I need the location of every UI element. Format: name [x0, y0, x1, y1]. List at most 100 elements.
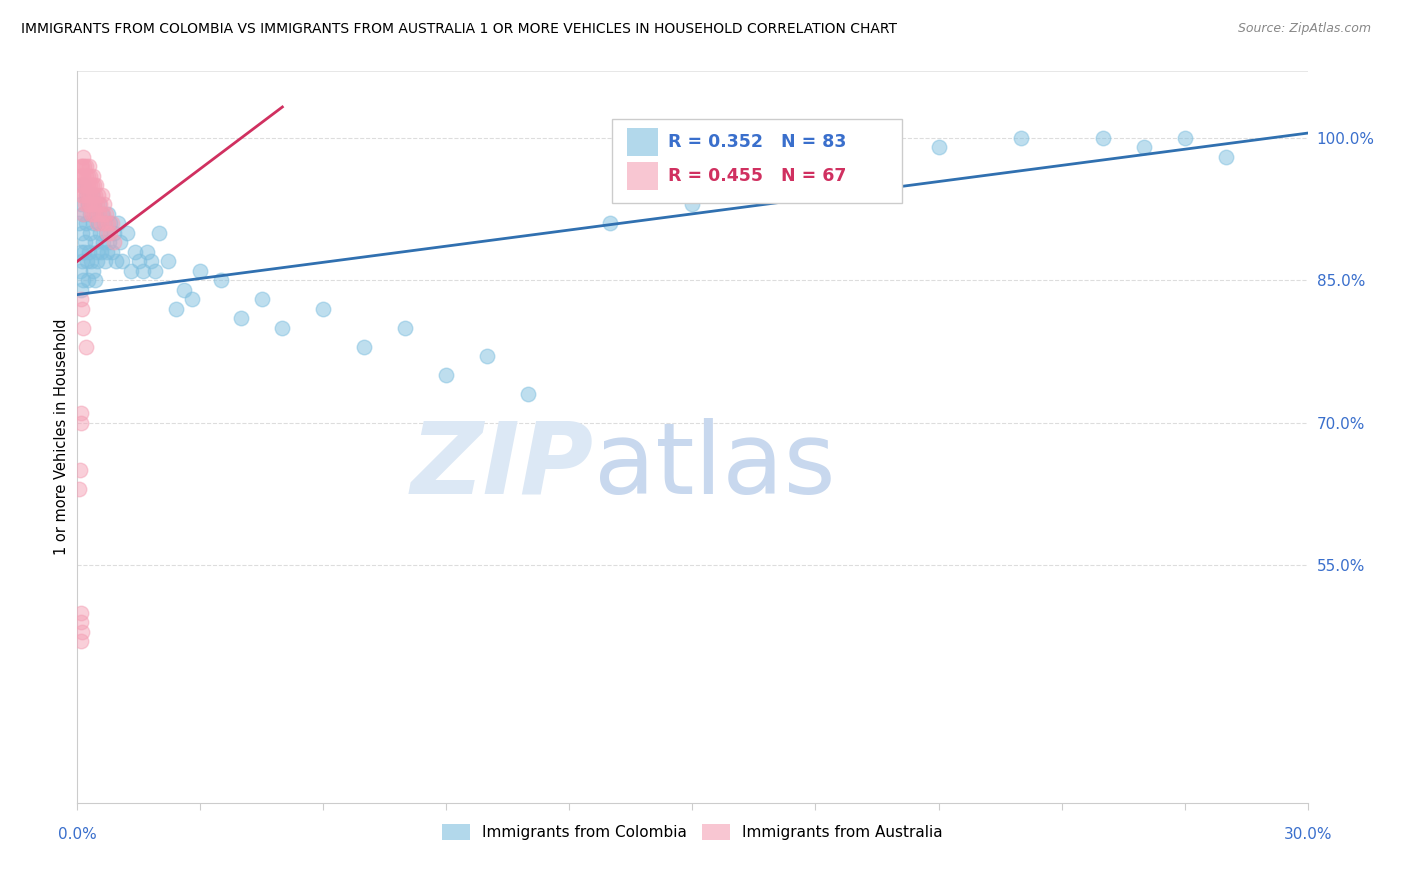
Point	[101, 244, 124, 259]
Point	[76, 197, 98, 211]
Point	[353, 340, 375, 354]
Bar	[627, 128, 658, 156]
Point	[89, 197, 111, 211]
Point	[75, 159, 97, 173]
Point	[80, 207, 103, 221]
Point	[84, 273, 107, 287]
Point	[70, 615, 93, 630]
Point	[98, 235, 121, 250]
Point	[80, 178, 103, 193]
Point	[70, 159, 93, 173]
Point	[132, 264, 155, 278]
Point	[77, 273, 100, 287]
Point	[136, 244, 159, 259]
Point	[76, 254, 98, 268]
Point	[70, 283, 93, 297]
Point	[436, 368, 458, 383]
Point	[79, 187, 101, 202]
Point	[70, 624, 93, 639]
Bar	[627, 162, 658, 190]
Point	[105, 254, 128, 268]
Point	[76, 169, 98, 183]
Point	[83, 235, 105, 250]
Point	[1010, 131, 1032, 145]
Point	[82, 187, 104, 202]
Point	[72, 207, 94, 221]
Point	[72, 169, 94, 183]
Point	[94, 207, 117, 221]
Point	[141, 254, 163, 268]
Point	[231, 311, 253, 326]
Point	[79, 226, 101, 240]
Y-axis label: 1 or more Vehicles in Household: 1 or more Vehicles in Household	[53, 318, 69, 556]
Point	[69, 606, 91, 620]
Point	[173, 283, 195, 297]
Point	[90, 207, 114, 221]
Point	[93, 216, 115, 230]
Point	[165, 301, 187, 316]
Point	[79, 169, 101, 183]
Text: Source: ZipAtlas.com: Source: ZipAtlas.com	[1237, 22, 1371, 36]
Point	[69, 159, 91, 173]
Text: R = 0.352   N = 83: R = 0.352 N = 83	[668, 133, 846, 152]
Point	[107, 216, 129, 230]
Point	[69, 634, 91, 648]
Point	[94, 216, 117, 230]
Point	[120, 264, 142, 278]
Point	[80, 187, 103, 202]
Point	[763, 169, 786, 183]
Point	[90, 187, 114, 202]
Point	[115, 226, 138, 240]
Point	[928, 140, 950, 154]
Point	[83, 178, 105, 193]
Point	[80, 197, 103, 211]
Point	[72, 207, 94, 221]
Point	[89, 226, 111, 240]
Point	[79, 178, 101, 193]
Text: 30.0%: 30.0%	[1284, 827, 1331, 841]
Point	[1091, 131, 1114, 145]
Point	[75, 169, 97, 183]
Point	[96, 244, 118, 259]
Point	[98, 216, 121, 230]
Point	[84, 207, 107, 221]
Point	[250, 293, 273, 307]
Text: R = 0.455   N = 67: R = 0.455 N = 67	[668, 167, 846, 185]
Point	[599, 216, 621, 230]
Point	[97, 207, 120, 221]
Point	[75, 216, 97, 230]
Point	[67, 216, 90, 230]
Point	[845, 150, 868, 164]
Point	[82, 216, 104, 230]
Point	[73, 178, 96, 193]
Point	[69, 463, 91, 477]
Point	[91, 235, 114, 250]
Point	[75, 178, 97, 193]
Point	[98, 226, 121, 240]
Point	[86, 216, 108, 230]
Point	[76, 187, 98, 202]
Point	[70, 301, 93, 316]
Point	[209, 273, 232, 287]
Point	[103, 235, 125, 250]
Point	[156, 254, 179, 268]
Point	[70, 416, 93, 430]
Point	[83, 187, 105, 202]
Point	[477, 349, 499, 363]
Point	[93, 197, 115, 211]
Point	[77, 197, 100, 211]
Point	[77, 244, 100, 259]
Point	[72, 187, 94, 202]
Point	[101, 216, 124, 230]
Point	[84, 178, 107, 193]
Point	[87, 187, 110, 202]
Point	[1174, 131, 1197, 145]
Point	[86, 197, 108, 211]
Point	[72, 178, 94, 193]
Point	[82, 169, 104, 183]
Point	[143, 264, 166, 278]
Point	[87, 216, 110, 230]
Text: atlas: atlas	[595, 417, 835, 515]
Point	[80, 254, 103, 268]
Point	[181, 293, 204, 307]
